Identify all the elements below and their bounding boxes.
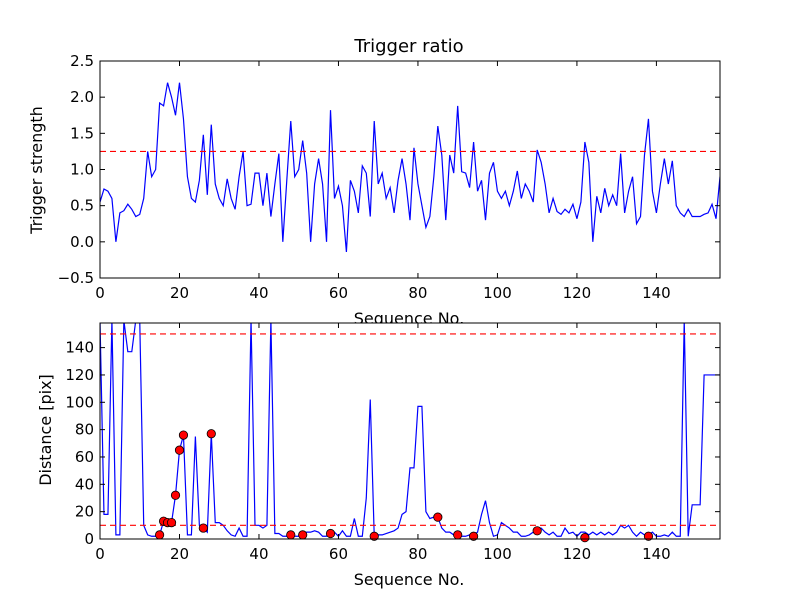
detection-marker [468, 531, 479, 541]
detection-marker [532, 526, 542, 536]
x-tick-label-bottom: 60 [329, 545, 348, 563]
x-tick-label-bottom: 120 [563, 545, 592, 563]
x-tick-label-top: 20 [170, 284, 189, 302]
y-tick-label-bottom: 0 [84, 530, 94, 548]
detection-marker [580, 533, 590, 543]
chart-title: Trigger ratio [353, 36, 463, 57]
y-tick-label-bottom: 100 [65, 393, 94, 411]
y-tick-label-bottom: 40 [75, 475, 94, 493]
detection-marker [198, 523, 208, 533]
detection-marker [298, 530, 308, 540]
plot-content-top [100, 82, 720, 253]
y-tick-label-top: 2.5 [70, 52, 94, 70]
plot-area-top [100, 61, 720, 278]
detection-marker [453, 530, 463, 540]
detection-marker [178, 430, 189, 440]
plot-area-bottom [100, 323, 720, 539]
x-tick-label-top: 0 [95, 284, 105, 302]
detection-marker [433, 512, 443, 522]
x-tick-label-bottom: 0 [95, 545, 105, 563]
y-tick-label-bottom: 20 [75, 503, 94, 521]
y-tick-label-top: 0.0 [70, 233, 94, 251]
detection-marker [155, 530, 165, 540]
x-tick-label-top: 140 [642, 284, 671, 302]
detection-marker [325, 528, 336, 539]
x-tick-label-top: 120 [563, 284, 592, 302]
distance-panel: Sequence No. Distance [pix] 0 20 40 60 80 100… [36, 322, 721, 589]
data-line-top-0 [100, 82, 720, 253]
detection-marker [286, 530, 296, 540]
y-tick-label-top: 2.0 [70, 88, 94, 106]
y-axis-label-bottom: Distance [pix] [36, 374, 55, 486]
y-tick-label-top: 1.0 [70, 161, 94, 179]
detection-marker [166, 517, 177, 528]
detection-marker [170, 490, 181, 500]
x-tick-label-bottom: 140 [642, 545, 671, 563]
y-axis-label-top: Trigger strength [27, 106, 46, 235]
y-tick-label-bottom: 120 [65, 366, 94, 384]
x-tick-label-top: 60 [329, 284, 348, 302]
axes-frame-bottom [99, 322, 721, 540]
x-tick-label-bottom: 100 [483, 545, 512, 563]
x-tick-label-top: 80 [408, 284, 427, 302]
x-tick-label-bottom: 80 [408, 545, 427, 563]
y-tick-label-bottom: 140 [65, 339, 94, 357]
x-tick-label-bottom: 40 [249, 545, 268, 563]
x-tick-label-bottom: 20 [170, 545, 189, 563]
y-tick-label-bottom: 60 [75, 448, 94, 466]
y-tick-label-top: −0.5 [58, 269, 94, 287]
detection-marker [643, 531, 654, 541]
y-tick-label-top: 0.5 [70, 197, 94, 215]
x-tick-label-top: 40 [249, 284, 268, 302]
x-tick-label-top: 100 [483, 284, 512, 302]
detection-marker [174, 445, 185, 455]
x-axis-label-bottom: Sequence No. [354, 570, 465, 589]
detection-marker [206, 429, 216, 439]
y-tick-label-bottom: 80 [75, 421, 94, 439]
y-tick-label-top: 1.5 [70, 124, 94, 142]
trigger-ratio-panel: Trigger ratio Sequence No. Trigger stren… [27, 36, 721, 328]
detection-marker [369, 531, 379, 541]
